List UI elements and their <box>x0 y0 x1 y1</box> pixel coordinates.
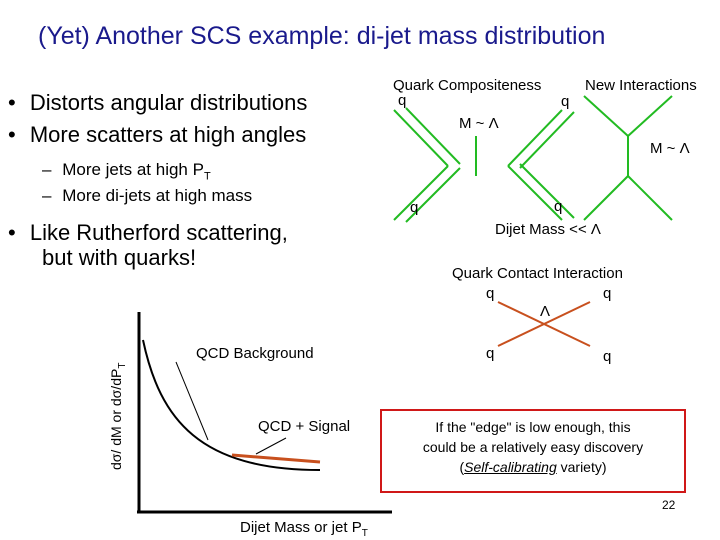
contact-interaction-label: Quark Contact Interaction <box>452 265 623 282</box>
lambda-label: Λ <box>540 303 551 320</box>
plot-xlabel: Dijet Mass or jet PT <box>240 519 368 539</box>
bullet-2: • More scatters at high angles <box>8 122 306 148</box>
note-line-3: (Self-calibrating variety) <box>382 457 684 477</box>
discovery-note-box: If the "edge" is low enough, this could … <box>380 409 686 493</box>
quark-label: q <box>554 198 563 215</box>
mass-lambda-label: M ~ Λ <box>459 115 499 132</box>
bullet-marker: • <box>8 122 16 147</box>
dijet-mass-label: Dijet Mass << Λ <box>495 221 601 238</box>
plot-axes <box>137 312 392 514</box>
note-line-1: If the "edge" is low enough, this <box>435 419 631 435</box>
signal-pointer <box>255 437 287 455</box>
sub-bullet-2: – More di-jets at high mass <box>42 186 252 206</box>
note-emphasis: Self-calibrating <box>464 459 557 475</box>
sub-bullet-1: – More jets at high PT <box>42 160 211 182</box>
quark-compositeness-label: Quark Compositeness <box>393 77 542 94</box>
sub-bullet-1-subscript: T <box>203 170 211 183</box>
note-line-2: could be a relatively easy discovery <box>422 439 644 455</box>
quark-label: q <box>398 92 407 109</box>
plot-ylabel-text: dσ/ dM or dσ/dP <box>108 368 124 470</box>
bullet-marker: • <box>8 220 16 245</box>
qcd-signal-curve <box>231 453 321 464</box>
sub-bullet-1-text: More jets at high P <box>62 160 204 179</box>
bullet-1: • Distorts angular distributions <box>8 90 307 116</box>
quark-label: q <box>603 348 612 365</box>
bullet-2-text: More scatters at high angles <box>29 122 307 147</box>
quark-label: q <box>486 345 495 362</box>
slide-title: (Yet) Another SCS example: di-jet mass d… <box>38 22 606 50</box>
quark-label: q <box>486 285 495 302</box>
new-interactions-label: New Interactions <box>585 77 697 94</box>
plot-xlabel-subscript: T <box>361 528 368 539</box>
dash-marker: – <box>42 160 52 179</box>
plot-ylabel-subscript: T <box>116 362 128 369</box>
contact-interaction-diagram <box>497 301 591 347</box>
note-open-paren: ( <box>459 459 465 475</box>
plot-ylabel: dσ/ dM or dσ/dPT <box>108 363 128 470</box>
bullet-1-text: Distorts angular distributions <box>29 90 308 115</box>
qcd-signal-label: QCD + Signal <box>258 418 351 435</box>
page-number: 22 <box>662 498 676 512</box>
new-interactions-diagram <box>583 95 673 221</box>
qcd-background-curve <box>142 339 321 471</box>
bullet-3-continued: but with quarks! <box>42 245 197 270</box>
note-close: variety) <box>556 459 607 475</box>
background-pointer <box>175 361 209 441</box>
dash-marker: – <box>42 186 52 205</box>
plot-xlabel-text: Dijet Mass or jet P <box>240 519 362 536</box>
sub-bullet-2-text: More di-jets at high mass <box>62 186 253 205</box>
bullet-3-text: Like Rutherford scattering, <box>29 220 288 245</box>
bullet-marker: • <box>8 90 16 115</box>
quark-compositeness-diagram <box>393 107 575 223</box>
quark-label: q <box>410 199 419 216</box>
quark-label: q <box>561 93 570 110</box>
mass-lambda-label: M ~ Λ <box>650 140 690 157</box>
qcd-background-label: QCD Background <box>196 345 314 362</box>
bullet-3: • Like Rutherford scattering, <box>8 220 288 246</box>
quark-label: q <box>603 285 612 302</box>
